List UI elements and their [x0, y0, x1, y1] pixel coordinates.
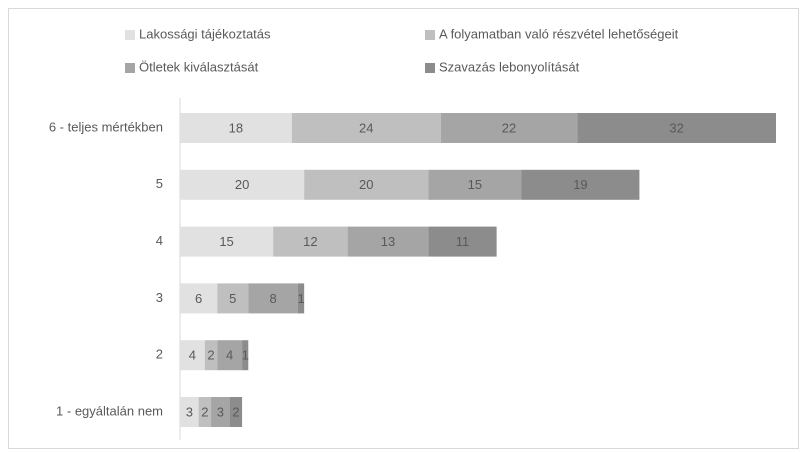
- y-tick-label: 3: [156, 290, 163, 305]
- bar-segment: [211, 397, 230, 427]
- bar-segment: [242, 340, 249, 371]
- bar-segment: [297, 283, 305, 314]
- legend-label: A folyamatban való részvétel lehetőségei…: [439, 26, 679, 41]
- bar-segment: [217, 340, 243, 371]
- data-label: 3: [217, 404, 224, 419]
- legend-label: Lakossági tájékoztatás: [139, 26, 271, 41]
- data-label: 32: [669, 120, 683, 135]
- y-tick-label: 1 - egyáltalán nem: [56, 403, 163, 418]
- bar-segment: [180, 340, 205, 371]
- data-label: 20: [359, 177, 373, 192]
- bar-segment: [291, 113, 441, 143]
- bar-segment: [180, 283, 218, 314]
- data-label: 4: [189, 348, 196, 363]
- bar-segment: [577, 113, 776, 143]
- bar-segment: [440, 113, 578, 143]
- data-label: 2: [201, 404, 208, 419]
- legend-label: Szavazás lebonyolítását: [439, 59, 580, 74]
- legend-label: Ötletek kiválasztását: [139, 59, 259, 74]
- bar-segment: [229, 397, 243, 427]
- data-label: 13: [381, 234, 395, 249]
- data-label: 2: [232, 404, 239, 419]
- chart-border: [8, 8, 799, 449]
- data-label: 18: [229, 120, 243, 135]
- bar-segment: [304, 169, 429, 200]
- bar-segment: [347, 226, 429, 257]
- legend-swatch: [125, 30, 135, 40]
- data-label: 22: [502, 120, 516, 135]
- data-label: 6: [195, 291, 202, 306]
- legend-swatch: [425, 63, 435, 73]
- data-label: 8: [270, 291, 277, 306]
- legend-swatch: [425, 30, 435, 40]
- y-tick-label: 6 - teljes mértékben: [49, 119, 163, 134]
- data-label: 20: [235, 177, 249, 192]
- bar-segment: [248, 283, 298, 314]
- bar-segment: [204, 340, 218, 371]
- bar-segment: [180, 397, 199, 427]
- data-label: 19: [573, 177, 587, 192]
- data-label: 24: [359, 120, 373, 135]
- data-label: 2: [207, 348, 214, 363]
- bar-segment: [521, 169, 640, 200]
- data-label: 15: [219, 234, 233, 249]
- bar-segment: [180, 113, 292, 143]
- bar-segment: [217, 283, 249, 314]
- data-label: 12: [303, 234, 317, 249]
- y-tick-label: 4: [156, 233, 163, 248]
- bar-segment: [428, 169, 522, 200]
- bar-segment: [428, 226, 497, 257]
- bar-segment: [198, 397, 212, 427]
- data-label: 11: [456, 234, 470, 249]
- data-label: 15: [468, 177, 482, 192]
- data-label: 5: [229, 291, 236, 306]
- data-label: 1: [242, 348, 249, 363]
- y-tick-label: 5: [156, 176, 163, 191]
- bar-segment: [273, 226, 348, 257]
- bar-segment: [180, 169, 305, 200]
- data-label: 1: [297, 291, 304, 306]
- legend-swatch: [125, 63, 135, 73]
- bar-segment: [180, 226, 274, 257]
- y-tick-label: 2: [156, 347, 163, 362]
- data-label: 3: [186, 404, 193, 419]
- data-label: 4: [226, 348, 233, 363]
